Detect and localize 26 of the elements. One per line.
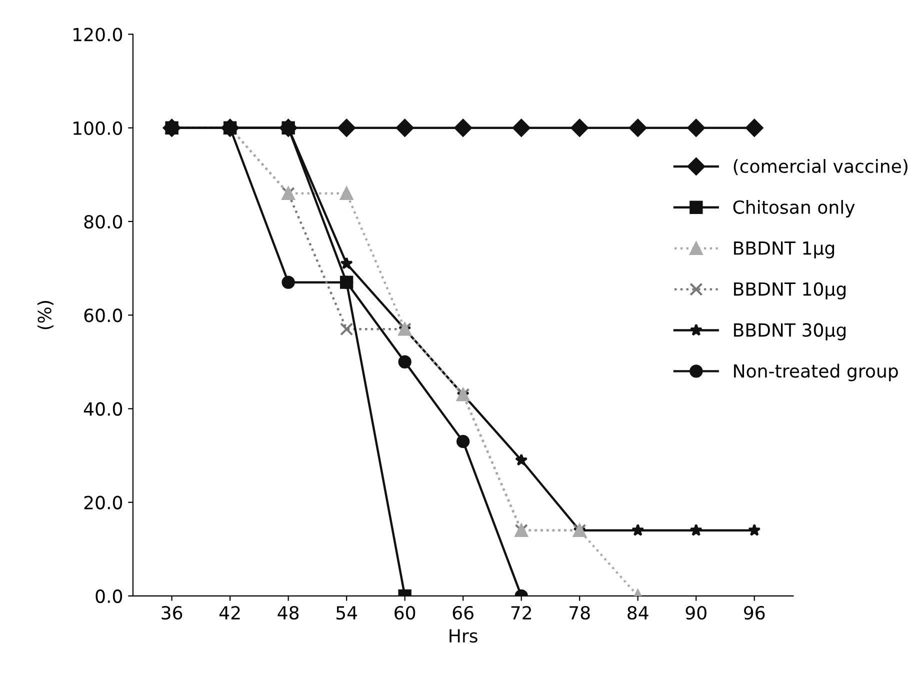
legend-label: BBDNT 1µg <box>734 242 834 258</box>
x-tick-label: 66 <box>452 606 474 620</box>
y-axis-title: (%) <box>37 301 54 330</box>
x-tick-label: 54 <box>336 606 358 620</box>
x-tick-label: 78 <box>570 606 590 620</box>
x-axis-title: Hrs <box>450 629 478 643</box>
legend-label: (comercial vaccine) <box>734 159 908 176</box>
legend-label: BBDNT 10µg <box>734 282 846 300</box>
y-tick-label: 40.0 <box>84 402 122 416</box>
y-tick-label: 100.0 <box>74 121 122 135</box>
x-tick-label: 42 <box>219 606 240 620</box>
legend-label: Non-treated group <box>734 364 898 382</box>
x-tick-label: 48 <box>278 606 299 620</box>
legend-label: Chitosan only <box>733 200 855 218</box>
y-tick-label: 0.0 <box>96 589 122 604</box>
y-tick-label: 80.0 <box>84 214 122 229</box>
x-tick-label: 90 <box>686 606 706 620</box>
x-tick-label: 60 <box>394 606 416 620</box>
legend-label: BBDNT 30µg <box>734 323 846 340</box>
y-tick-label: 60.0 <box>84 308 122 322</box>
y-tick-label: 20.0 <box>84 496 122 510</box>
x-tick-label: 36 <box>162 606 182 620</box>
x-tick-label: 72 <box>511 606 532 620</box>
x-tick-label: 84 <box>628 606 648 620</box>
x-tick-label: 96 <box>744 606 765 620</box>
y-tick-label: 120.0 <box>74 28 122 42</box>
